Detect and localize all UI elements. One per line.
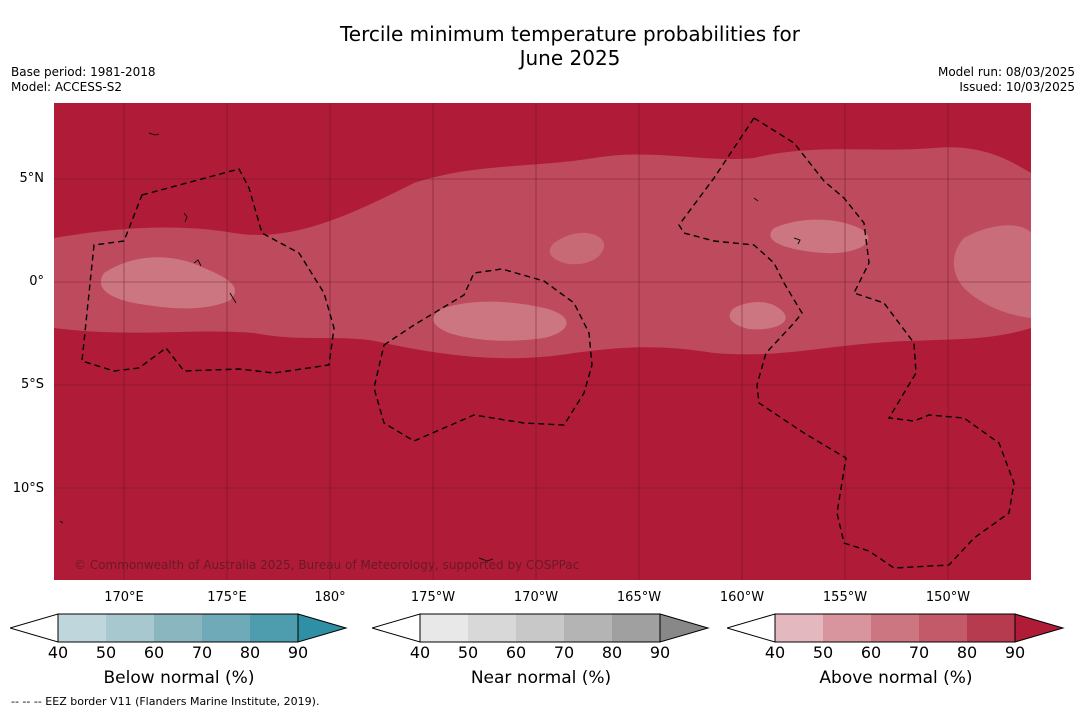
lon-label-170w: 170°W	[513, 590, 559, 605]
colorbar-near-normal-segment	[516, 614, 564, 642]
band-60-west	[100, 257, 235, 309]
above-tick-50: 50	[812, 643, 834, 662]
below-tick-90: 90	[287, 643, 309, 662]
colorbar-above-normal-low-arrow	[727, 613, 776, 643]
colorbar-near-normal	[372, 613, 710, 643]
colorbar-near-normal-segment	[564, 614, 612, 642]
band-60-far-east	[953, 225, 1031, 318]
colorbar-below-normal-segment	[58, 614, 106, 642]
below-tick-80: 80	[239, 643, 261, 662]
colorbar-above-normal-high-arrow	[1014, 613, 1065, 643]
above-tick-60: 60	[860, 643, 882, 662]
title-line-1: Tercile minimum temperature probabilitie…	[339, 22, 801, 46]
lon-label-160w: 160°W	[719, 590, 765, 605]
band-60-central	[433, 301, 567, 341]
near-normal-title: Near normal (%)	[470, 668, 612, 688]
near-tick-60: 60	[505, 643, 527, 662]
lat-label-10s: 10°S	[12, 481, 44, 496]
above-normal-title: Above normal (%)	[819, 668, 973, 688]
eez-kiribati-line	[678, 117, 1015, 569]
graticule	[54, 103, 1031, 580]
copyright-watermark: © Commonwealth of Australia 2025, Bureau…	[74, 558, 580, 572]
colorbar-above-normal	[727, 613, 1065, 643]
lon-label-150w: 150°W	[925, 590, 971, 605]
below-tick-60: 60	[143, 643, 165, 662]
issued-date: Issued: 10/03/2025	[959, 80, 1075, 94]
colorbar-near-normal-segment	[612, 614, 660, 642]
meta-right: Model run: 08/03/2025 Issued: 10/03/2025	[938, 65, 1075, 95]
lat-label-5n: 5°N	[19, 171, 45, 186]
eez-kiribati-phoenix	[373, 268, 593, 442]
colorbar-near-normal-segment	[420, 614, 468, 642]
band-60-east	[729, 301, 786, 330]
colorbar-above-normal-segment	[967, 614, 1015, 642]
near-tick-90: 90	[649, 643, 671, 662]
colorbar-above-normal-segment	[823, 614, 871, 642]
colorbar-below-normal	[10, 613, 348, 643]
eez-kiribati-gilbert	[81, 168, 335, 374]
islands	[59, 132, 801, 562]
map-title: Tercile minimum temperature probabilitie…	[0, 22, 1085, 70]
colorbar-below-normal-low-arrow	[10, 613, 59, 643]
above-tick-80: 80	[956, 643, 978, 662]
near-tick-40: 40	[409, 643, 431, 662]
below-tick-50: 50	[95, 643, 117, 662]
below-tick-70: 70	[191, 643, 213, 662]
colorbar-above-normal-segment	[871, 614, 919, 642]
base-period: Base period: 1981-2018	[11, 65, 156, 79]
colorbar-near-normal-low-arrow	[372, 613, 421, 643]
eez-footnote: -- -- -- EEZ border V11 (Flanders Marine…	[11, 695, 320, 708]
model-name: Model: ACCESS-S2	[11, 80, 123, 94]
lat-label-0: 0°	[29, 274, 44, 289]
lon-label-155w: 155°W	[822, 590, 868, 605]
colorbar-near-normal-segment	[468, 614, 516, 642]
colorbar-below-normal-high-arrow	[297, 613, 348, 643]
colorbar-below-normal-segment	[202, 614, 250, 642]
colorbar-below-normal-segment	[250, 614, 298, 642]
above-tick-70: 70	[908, 643, 930, 662]
meta-left: Base period: 1981-2018 Model: ACCESS-S2	[11, 65, 156, 95]
band-60-mid	[549, 232, 605, 265]
lon-label-180: 180°	[314, 590, 346, 605]
above-tick-40: 40	[764, 643, 786, 662]
band-60-ne	[770, 219, 869, 254]
colorbar-above-normal-segment	[775, 614, 823, 642]
colorbar-below-normal-segment	[106, 614, 154, 642]
below-normal-title: Below normal (%)	[103, 668, 255, 688]
near-tick-70: 70	[553, 643, 575, 662]
lon-label-170e: 170°E	[104, 590, 144, 605]
lon-label-165w: 165°W	[616, 590, 662, 605]
above-tick-90: 90	[1004, 643, 1026, 662]
lon-label-175e: 175°E	[207, 590, 247, 605]
colorbar-above-normal-segment	[919, 614, 967, 642]
title-line-2: June 2025	[519, 46, 621, 70]
model-run: Model run: 08/03/2025	[937, 65, 1075, 79]
probability-map	[54, 103, 1031, 580]
below-tick-40: 40	[47, 643, 69, 662]
band-70	[54, 147, 1031, 359]
near-tick-80: 80	[601, 643, 623, 662]
eez-borders	[81, 117, 1015, 569]
near-tick-50: 50	[457, 643, 479, 662]
colorbar-below-normal-segment	[154, 614, 202, 642]
lon-label-175w: 175°W	[410, 590, 456, 605]
lat-label-5s: 5°S	[20, 377, 44, 392]
colorbar-near-normal-high-arrow	[659, 613, 710, 643]
